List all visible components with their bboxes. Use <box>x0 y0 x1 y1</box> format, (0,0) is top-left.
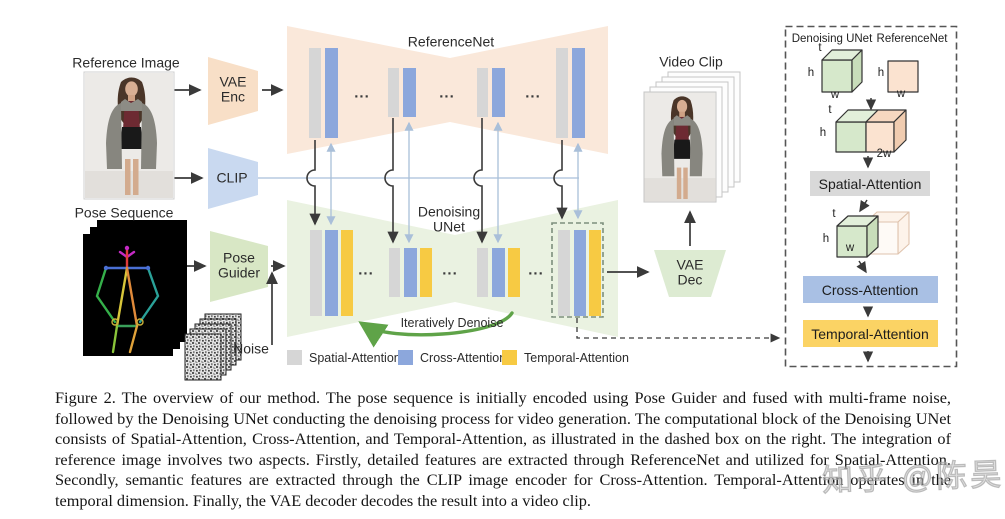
iteratively-denoise-arrow <box>358 311 514 348</box>
vae-enc-shape <box>208 57 258 125</box>
pose-guider-label: Pose Guider <box>217 249 261 281</box>
ellipsis: ... <box>442 261 458 279</box>
dim-h: h <box>877 67 885 79</box>
dim-2w: 2w <box>876 148 892 160</box>
dim-t: t <box>818 42 822 54</box>
clip-branch-lines <box>326 121 583 244</box>
figure-caption: Figure 2. The overview of our method. Th… <box>55 388 951 510</box>
clip-shape <box>208 148 258 209</box>
vae-dec-shape <box>654 250 726 297</box>
dim-h: h <box>807 67 815 79</box>
legend-item-cross: Cross-Attention <box>398 350 506 365</box>
cross-attention-block <box>803 276 938 303</box>
panel-referencenet-label: ReferenceNet <box>876 33 948 45</box>
reference-image-photo <box>83 71 175 200</box>
dim-w: w <box>845 242 855 254</box>
denoising-unet-label: Denoising UNet <box>417 203 481 235</box>
denoising-unet-shape <box>287 200 618 337</box>
ellipsis: ... <box>358 261 374 279</box>
panel-denoising-unet-label: Denoising UNet <box>791 33 873 45</box>
legend-label: Temporal-Attention <box>524 350 629 365</box>
panel-spatial-attention-label: Spatial-Attention <box>818 176 922 192</box>
detail-panel-graphics <box>803 49 938 363</box>
temporal-attention-swatch <box>502 350 517 365</box>
computational-block-highlight <box>551 222 604 318</box>
video-clip-stack <box>643 71 741 203</box>
legend-item-spatial: Spatial-Attention <box>287 350 401 365</box>
dim-t: t <box>828 104 832 116</box>
pose-sequence-label: Pose Sequence <box>74 204 174 221</box>
legend-label: Cross-Attention <box>420 350 507 365</box>
vae-enc-label: VAE Enc <box>219 73 247 105</box>
ellipsis: ... <box>525 84 541 102</box>
referencenet-shape <box>287 26 608 154</box>
panel-temporal-attention-label: Temporal-Attention <box>811 326 929 342</box>
dim-w: w <box>830 89 840 101</box>
pose-guider-shape <box>210 231 268 302</box>
pose-sequence-image <box>83 220 187 356</box>
temporal-attention-block <box>803 320 938 347</box>
vae-dec-label: VAE Dec <box>676 256 704 288</box>
cross-attention-swatch <box>398 350 413 365</box>
denoising-unet-bars <box>310 230 601 316</box>
spatial-feature-lines <box>306 118 568 244</box>
referencenet-bars <box>309 48 585 138</box>
reference-image-label: Reference Image <box>72 54 180 71</box>
clip-label: CLIP <box>216 169 248 186</box>
detail-connector <box>576 318 781 343</box>
panel-cross-attention-label: Cross-Attention <box>821 282 919 298</box>
dim-w: w <box>896 88 906 100</box>
video-clip-label: Video Clip <box>659 53 723 70</box>
iteratively-denoise-label: Iteratively Denoise <box>400 316 504 331</box>
noise-label: Noise <box>233 340 269 357</box>
legend-item-temporal: Temporal-Attention <box>502 350 629 365</box>
spatial-attention-block <box>810 171 930 196</box>
dim-t: t <box>832 208 836 220</box>
dim-h: h <box>822 233 830 245</box>
watermark: 知乎 @陈昊 <box>821 456 1005 499</box>
noise-stack <box>184 313 242 381</box>
dim-h: h <box>819 127 827 139</box>
detail-panel-box <box>784 25 958 368</box>
pose-skeleton <box>95 245 160 354</box>
ellipsis: ... <box>439 84 455 102</box>
ellipsis: ... <box>528 261 544 279</box>
ellipsis: ... <box>354 84 370 102</box>
legend-label: Spatial-Attention <box>309 350 401 365</box>
referencenet-label: ReferenceNet <box>407 33 495 50</box>
spatial-attention-swatch <box>287 350 302 365</box>
